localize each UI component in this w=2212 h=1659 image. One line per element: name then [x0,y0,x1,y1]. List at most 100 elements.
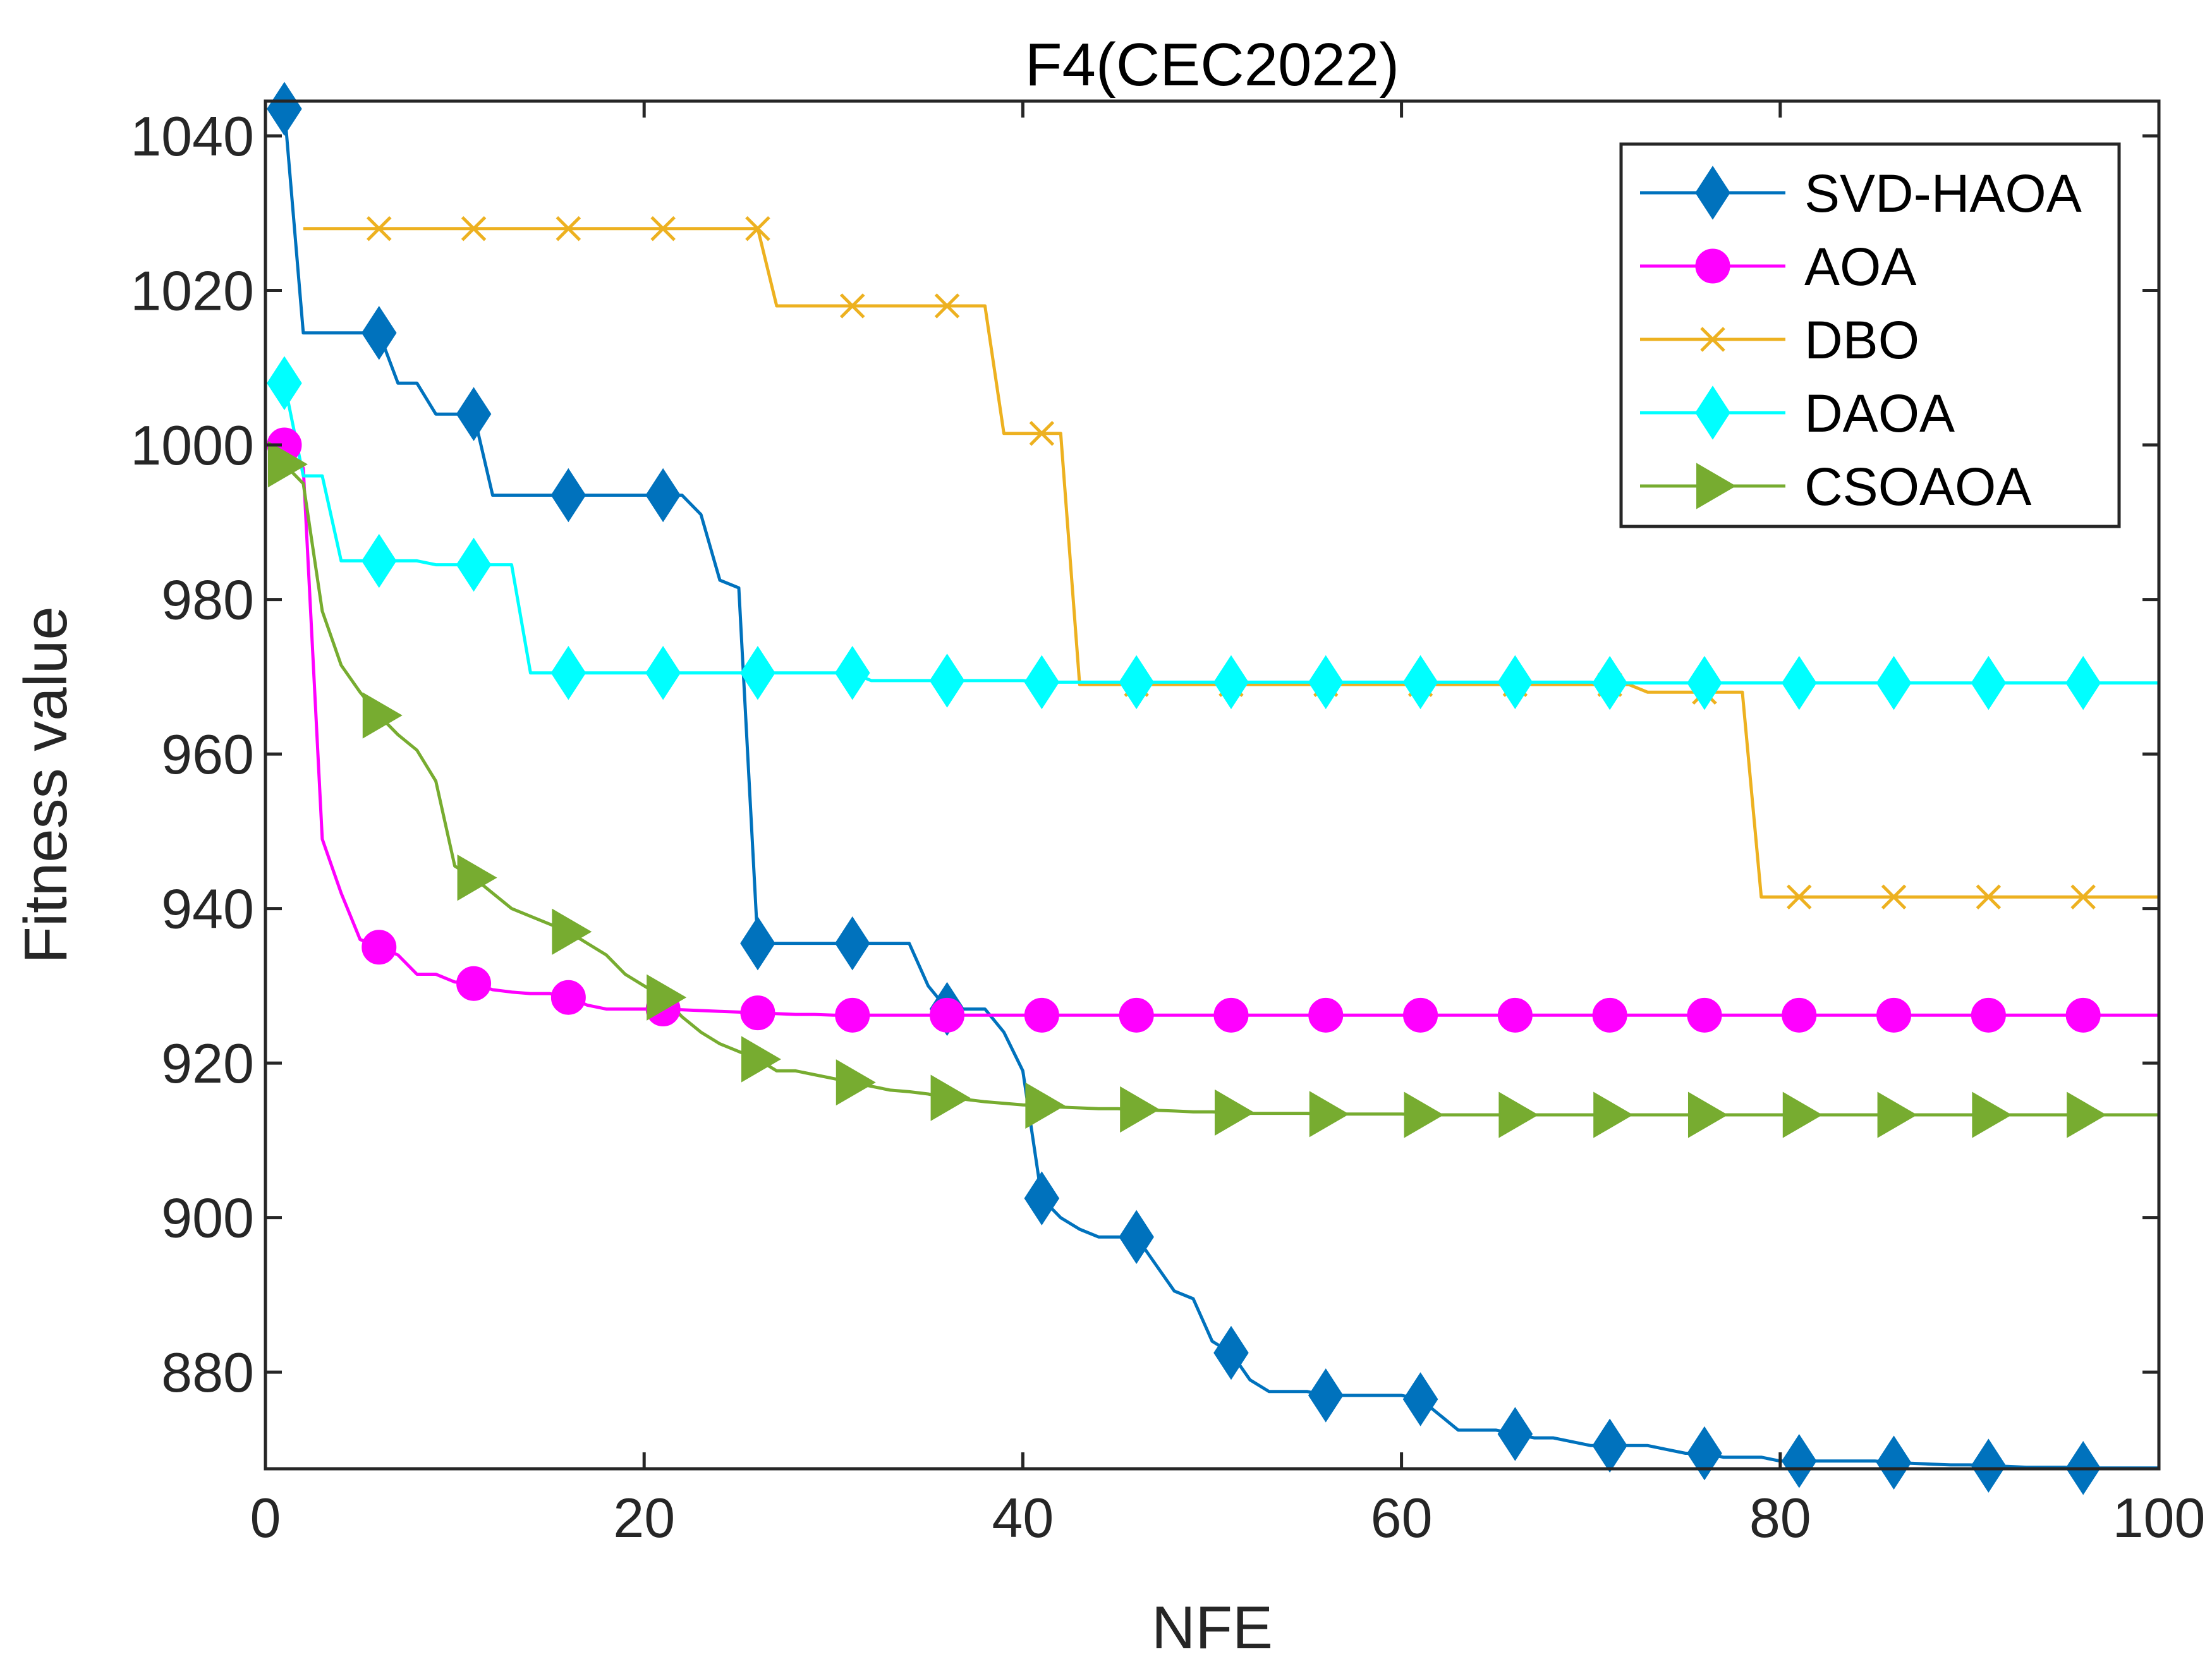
legend-entry-dbo: DBO [1640,310,1919,370]
data-point-csoaoa [1120,1086,1160,1133]
x-axis-title: NFE [1152,1594,1273,1659]
data-point-csoaoa [1593,1091,1634,1138]
data-point-csoaoa [1404,1091,1444,1138]
data-point-daoa [267,356,302,411]
data-point-csoaoa [1498,1091,1539,1138]
legend-label: AOA [1804,237,1916,296]
x-tick-label: 40 [992,1486,1054,1549]
legend-entry-csoaoa: CSOAOA [1640,457,2031,516]
data-point-csoaoa [836,1059,876,1106]
data-point-dbo [1029,420,1055,446]
y-tick-label: 960 [161,723,254,786]
legend-label: SVD-HAOA [1804,164,2082,223]
data-point-aoa [1971,997,2006,1033]
legend: SVD-HAOA AOA DBO DAOA CSOAOA [1619,142,2121,528]
data-point-aoa [1024,997,1059,1033]
data-point-svd-haoa [1213,1325,1249,1380]
data-point-svd-haoa [1024,1171,1060,1225]
data-point-dbo [556,216,581,241]
data-point-aoa [550,980,586,1015]
axes-box [264,99,2161,1471]
data-point-daoa [1497,655,1533,710]
data-point-aoa [1782,997,1817,1033]
data-point-csoaoa [457,854,497,901]
data-point-dbo [1786,884,1812,910]
y-axis-title: Fitness value [12,606,80,964]
data-point-daoa [361,533,397,588]
data-point-daoa [834,645,870,700]
data-point-csoaoa [741,1036,781,1083]
y-tick-label: 1020 [130,260,254,322]
marker-layer [267,82,2107,1495]
data-point-dbo [839,293,865,319]
data-point-svd-haoa [456,387,492,441]
legend-box [1619,142,2121,528]
y-tick-label: 920 [161,1032,254,1095]
data-point-csoaoa [1782,1091,1823,1138]
data-point-dbo [934,293,960,319]
data-point-svd-haoa [1876,1435,1912,1490]
data-point-csoaoa [1214,1089,1255,1136]
data-point-daoa [1781,655,1817,710]
data-point-dbo [745,216,770,241]
data-point-daoa [550,645,586,700]
legend-entry-aoa: AOA [1640,237,1916,296]
legend-entry-svd-haoa: SVD-HAOA [1640,164,2082,223]
data-point-aoa [1687,997,1722,1033]
data-point-daoa [1213,655,1249,710]
data-point-daoa [1119,655,1154,710]
chart-title: F4(CEC2022) [1025,31,1399,99]
data-point-daoa [929,653,965,708]
data-point-dbo [650,216,676,241]
data-point-svd-haoa [834,916,870,971]
data-point-csoaoa [267,441,308,488]
data-point-svd-haoa [1402,1372,1438,1426]
data-point-aoa [1876,997,1912,1033]
x-tick-label: 60 [1371,1486,1433,1549]
data-point-daoa [1876,655,1912,710]
data-point-csoaoa [1972,1091,2012,1138]
data-point-svd-haoa [1497,1407,1533,1461]
y-tick-label: 980 [161,569,254,631]
series-markers-csoaoa [267,441,2107,1138]
legend-swatch-marker [1695,248,1730,284]
legend-swatch-marker [1696,463,1736,509]
data-point-daoa [740,645,775,700]
data-point-dbo [2070,884,2096,910]
data-point-aoa [1592,997,1627,1033]
data-point-svd-haoa [645,468,681,523]
data-point-csoaoa [552,908,592,955]
legend-label: DAOA [1804,384,1955,443]
data-point-aoa [2065,997,2101,1033]
data-point-svd-haoa [1592,1418,1627,1473]
legend-label: DBO [1804,310,1919,370]
x-tick-label: 80 [1749,1486,1811,1549]
legend-entry-daoa: DAOA [1640,384,1955,443]
data-point-dbo [1976,884,2002,910]
data-point-csoaoa [1687,1091,1728,1138]
legend-label: CSOAOA [1804,457,2031,516]
y-tick-label: 940 [161,878,254,940]
y-tick-label: 880 [161,1341,254,1404]
data-point-daoa [456,537,492,592]
legend-swatch-marker [1695,386,1730,440]
legend-swatch-marker [1695,166,1730,220]
data-point-svd-haoa [1308,1368,1344,1423]
tick-layer: 0 20 40 60 80 100 880 900 920 940 960 980 1000 1020 10… [130,101,2205,1549]
data-point-aoa [1308,997,1344,1033]
x-tick-label: 0 [250,1486,281,1549]
data-point-aoa [740,995,775,1031]
data-point-csoaoa [1877,1091,1917,1138]
data-point-daoa [645,645,681,700]
y-tick-label: 1040 [130,105,254,167]
x-tick-label: 100 [2113,1486,2206,1549]
data-point-aoa [1213,997,1249,1033]
data-point-csoaoa [1025,1082,1066,1129]
data-point-daoa [2065,655,2101,710]
data-point-csoaoa [1309,1091,1349,1138]
data-point-daoa [1308,655,1344,710]
data-point-aoa [1403,997,1438,1033]
data-point-aoa [930,997,965,1033]
data-point-csoaoa [647,974,687,1021]
y-tick-label: 900 [161,1187,254,1249]
